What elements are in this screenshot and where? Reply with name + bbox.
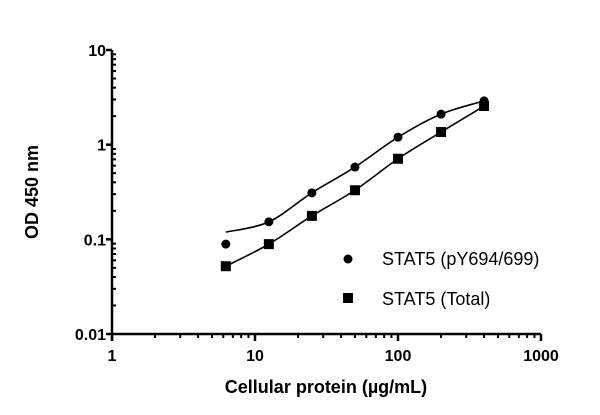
x-tick-label: 1000: [523, 348, 559, 365]
circle-marker-icon: [307, 188, 317, 198]
circle-marker-icon: [343, 254, 353, 264]
legend: STAT5 (pY694/699) STAT5 (Total): [343, 249, 539, 309]
x-axis: 1 10 100 1000: [108, 332, 559, 365]
legend-label: STAT5 (pY694/699): [382, 249, 539, 269]
square-marker-icon: [263, 239, 274, 250]
circle-marker-icon: [436, 109, 446, 119]
x-tick-label: 1: [108, 348, 117, 365]
y-axis-title: OD 450 nm: [22, 145, 42, 239]
square-marker-icon: [393, 153, 403, 164]
circle-marker-icon: [393, 132, 403, 142]
x-axis-title: Cellular protein (µg/mL): [225, 377, 427, 397]
square-marker-icon: [436, 127, 447, 138]
circle-marker-icon: [350, 162, 360, 172]
square-marker-icon: [349, 185, 360, 196]
data-points: [220, 96, 490, 272]
legend-item-1: STAT5 (Total): [343, 289, 490, 309]
y-tick-label: 0.01: [75, 327, 106, 344]
square-marker-icon: [343, 293, 353, 303]
x-tick-label: 100: [385, 348, 412, 365]
y-tick-label: 10: [88, 43, 106, 60]
circle-marker-icon: [264, 217, 274, 227]
circle-marker-icon: [221, 239, 231, 249]
legend-label: STAT5 (Total): [382, 289, 490, 309]
square-marker-icon: [306, 210, 317, 221]
y-axis: 0.01 0.1 1 10: [75, 43, 116, 344]
y-tick-label: 1: [97, 138, 106, 155]
x-tick-label: 10: [246, 348, 264, 365]
y-tick-label: 0.1: [84, 232, 106, 249]
square-marker-icon: [479, 101, 490, 112]
square-marker-icon: [220, 261, 231, 272]
legend-item-0: STAT5 (pY694/699): [343, 249, 539, 269]
